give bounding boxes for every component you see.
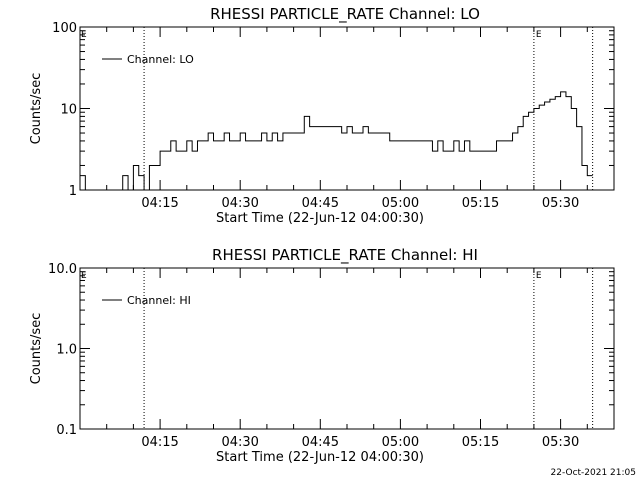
chart-title: RHESSI PARTICLE_RATE Channel: LO <box>210 5 480 24</box>
y-tick-label: 100 <box>52 21 77 36</box>
marker-label: E <box>536 30 542 40</box>
y-tick-label: 1 <box>69 184 77 199</box>
x-tick-label: 04:30 <box>221 196 258 211</box>
y-axis-label: Counts/sec <box>29 73 44 145</box>
panel-hi: RHESSI PARTICLE_RATE Channel: HI 10.0 1.0 0… <box>29 246 615 465</box>
legend-label: Channel: LO <box>127 53 194 66</box>
legend-label: Channel: HI <box>127 294 191 307</box>
series-line <box>80 91 593 191</box>
x-tick-label: 05:00 <box>382 435 419 450</box>
x-axis-label: Start Time (22-Jun-12 04:00:30) <box>216 211 424 226</box>
y-tick-label: 1.0 <box>56 343 77 358</box>
marker-label: E <box>536 271 542 281</box>
x-tick-label: 04:30 <box>221 435 258 450</box>
x-axis-label: Start Time (22-Jun-12 04:00:30) <box>216 450 424 465</box>
x-tick-label: 05:00 <box>382 196 419 211</box>
y-tick-label: 10 <box>60 103 77 118</box>
corner-label: E <box>81 271 87 281</box>
x-tick-label: 05:30 <box>542 435 579 450</box>
x-tick-label: 04:45 <box>302 435 339 450</box>
y-tick-label: 0.1 <box>56 423 77 438</box>
x-tick-label: 05:15 <box>462 435 499 450</box>
x-tick-label: 04:15 <box>141 435 178 450</box>
panel-lo: RHESSI PARTICLE_RATE Channel: LO 100 10 1 Co… <box>29 5 615 226</box>
x-tick-label: 05:15 <box>462 196 499 211</box>
timestamp-stamp: 22-Oct-2021 21:05 <box>550 468 636 478</box>
corner-label: E <box>81 30 87 40</box>
x-tick-label: 05:30 <box>542 196 579 211</box>
y-axis-label: Counts/sec <box>29 313 44 385</box>
chart-title: RHESSI PARTICLE_RATE Channel: HI <box>212 246 478 265</box>
x-tick-label: 04:45 <box>302 196 339 211</box>
y-tick-label: 10.0 <box>48 262 77 277</box>
x-tick-label: 04:15 <box>141 196 178 211</box>
